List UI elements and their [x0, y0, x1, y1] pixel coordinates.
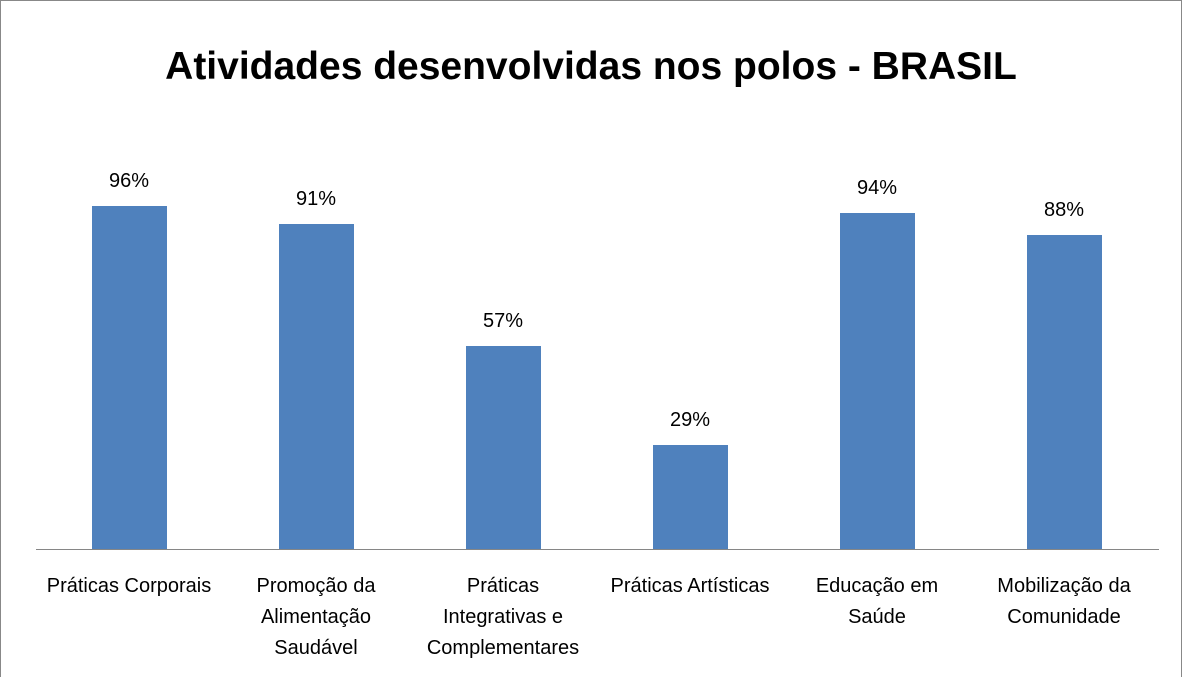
x-tick-label: Educação em Saúde	[815, 575, 939, 628]
x-tick-label: Práticas Corporais	[46, 575, 212, 597]
chart-title: Atividades desenvolvidas nos polos - BRA…	[165, 45, 1017, 88]
bar	[278, 224, 354, 549]
x-tick-label: Práticas Artísticas	[610, 575, 770, 597]
bar	[652, 445, 728, 549]
data-label: 88%	[1043, 198, 1085, 221]
x-tick-label: Práticas Integrativas e Complementares	[426, 575, 580, 659]
data-label: 29%	[669, 409, 711, 432]
data-label: 91%	[295, 188, 337, 211]
bar	[91, 206, 167, 549]
x-axis-line	[36, 549, 1159, 550]
data-label: 57%	[482, 309, 524, 332]
data-label: 94%	[856, 177, 898, 200]
data-label: 96%	[108, 170, 150, 193]
bar	[1026, 234, 1102, 549]
bar	[465, 345, 541, 549]
x-tick-label: Mobilização da Comunidade	[997, 575, 1131, 628]
x-tick-label: Promoção da Alimentação Saudável	[256, 575, 376, 659]
bar	[839, 213, 915, 549]
